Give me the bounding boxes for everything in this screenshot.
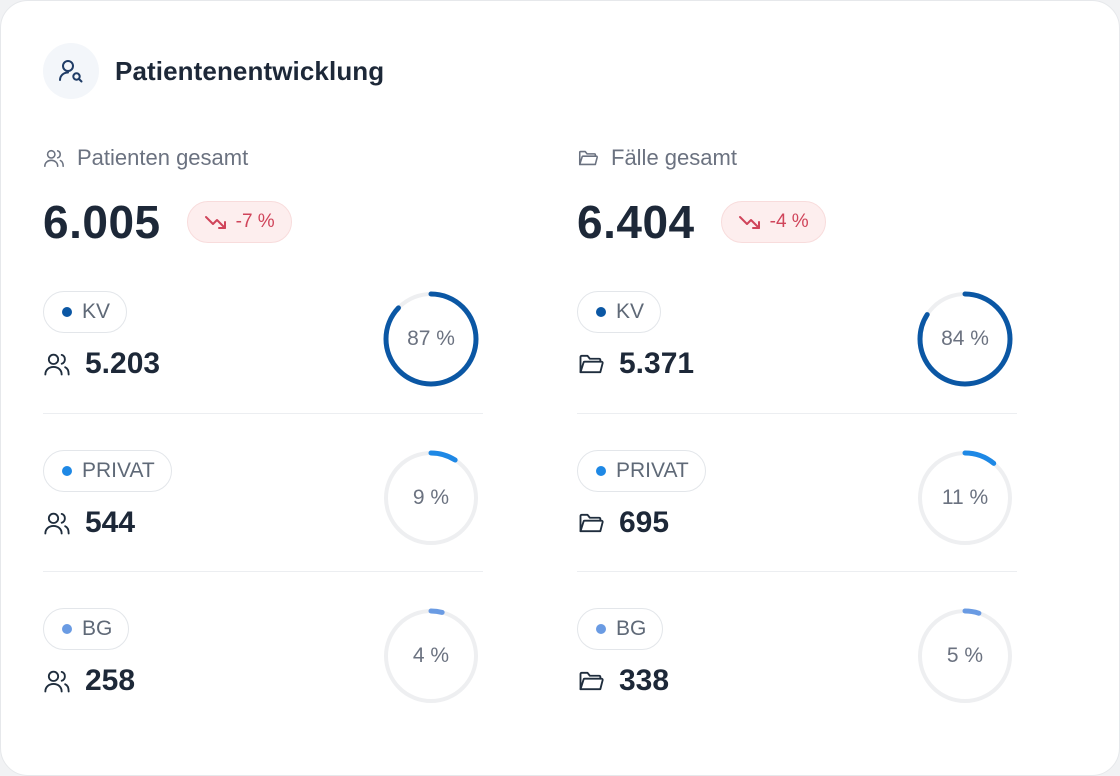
segment-tag-label: KV [82,300,111,323]
privat-dot [596,466,606,476]
cases-segment-privat: PRIVAT 695 11 % [577,413,1017,571]
segment-tag: KV [577,291,662,333]
ring-progress-arc [383,291,479,387]
bg-dot [62,624,72,634]
percent-ring-label: 4 % [412,644,450,667]
segment-count: 695 [577,506,669,540]
card-title: Patientenentwicklung [115,55,385,86]
percent-ring: 9 % [381,448,481,548]
segment-count: 5.203 [43,347,160,381]
cases-total-label-text: Fälle gesamt [611,145,737,170]
cases-segment-bg: BG 338 5 % [577,571,1017,729]
users-icon [43,667,71,695]
segment-tag-label: BG [616,617,647,640]
users-icon [43,350,71,378]
patients-segment-bg: BG 258 4 % [43,571,483,729]
segment-count-value: 258 [85,664,136,697]
patients-segment-kv: KV 5.203 87 % [43,291,483,413]
percent-ring: 5 % [915,606,1015,706]
trending-down-icon [204,214,228,230]
percent-ring-label: 84 % [941,327,989,350]
percent-ring-label: 11 % [941,486,989,509]
cases-trend-badge: -4 % [720,201,826,243]
segment-count: 338 [577,664,669,698]
segment-count: 544 [43,506,135,540]
cases-trend-value: -4 % [769,211,809,232]
kv-dot [596,307,606,317]
segment-tag-label: KV [616,300,645,323]
trending-down-icon [738,214,762,230]
percent-ring: 87 % [381,289,481,389]
percent-ring: 84 % [915,289,1015,389]
patients-total-row: 6.005 -7 % [43,193,483,251]
segment-tag-label: PRIVAT [82,459,155,482]
segment-tag-label: PRIVAT [616,459,689,482]
patients-trend-value: -7 % [235,211,275,232]
segment-tag: PRIVAT [577,450,706,492]
patients-total-label: Patienten gesamt [43,141,483,175]
cases-segment-kv: KV 5.371 84 % [577,291,1017,413]
patients-column: Patienten gesamt 6.005 -7 % KV [43,141,483,729]
segment-tag: KV [43,291,128,333]
segment-count-value: 544 [85,506,136,539]
privat-dot [62,466,72,476]
folder-icon [577,509,605,537]
segment-tag: BG [577,608,664,650]
patients-total-label-text: Patienten gesamt [77,145,249,170]
segment-count: 258 [43,664,135,698]
kv-dot [62,307,72,317]
cases-total-value: 6.404 [577,196,695,248]
cases-column: Fälle gesamt 6.404 -4 % KV [577,141,1017,729]
segment-count-value: 5.203 [85,347,161,380]
segment-tag: BG [43,608,130,650]
segment-count-value: 338 [619,664,670,697]
users-icon [43,147,65,169]
card-header: Patientenentwicklung [43,43,384,99]
segment-tag-label: BG [82,617,113,640]
ring-progress-arc [917,450,1013,546]
folder-icon [577,667,605,695]
users-icon [43,509,71,537]
ring-progress-arc [383,450,479,546]
patients-segments: KV 5.203 87 % [43,291,483,729]
cases-total-label: Fälle gesamt [577,141,1017,175]
cases-segments: KV 5.371 84 % [577,291,1017,729]
folder-icon [577,350,605,378]
percent-ring-label: 5 % [946,644,984,667]
ring-progress-arc [917,291,1013,387]
patients-total-value: 6.005 [43,196,161,248]
folder-icon [577,147,599,169]
segment-count-value: 695 [619,506,670,539]
segment-count: 5.371 [577,347,694,381]
cases-total-row: 6.404 -4 % [577,193,1017,251]
segment-tag: PRIVAT [43,450,172,492]
percent-ring-label: 87 % [407,327,455,350]
patient-search-icon [43,43,99,99]
bg-dot [596,624,606,634]
patients-segment-privat: PRIVAT 544 9 % [43,413,483,571]
patients-trend-badge: -7 % [186,201,292,243]
percent-ring-label: 9 % [412,486,450,509]
ring-progress-arc [383,608,479,704]
segment-count-value: 5.371 [619,347,695,380]
percent-ring: 4 % [381,606,481,706]
percent-ring: 11 % [915,448,1015,548]
ring-progress-arc [917,608,1013,704]
